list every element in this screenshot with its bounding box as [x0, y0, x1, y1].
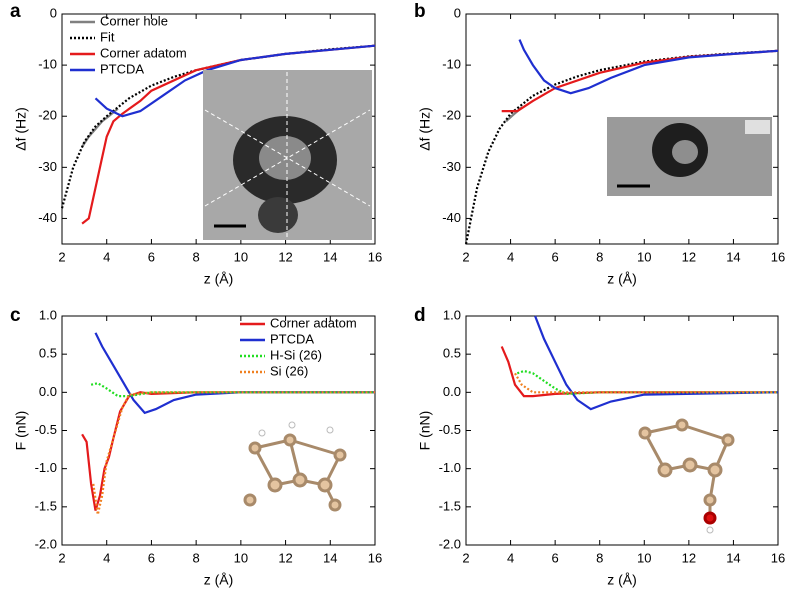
x-tick-label: 8 — [193, 550, 200, 565]
data-line — [500, 346, 778, 398]
data-line — [516, 369, 778, 396]
y-tick-label: -1.5 — [439, 498, 461, 513]
data-line — [81, 391, 375, 511]
y-tick-label: -30 — [442, 159, 461, 174]
x-tick-label: 2 — [462, 249, 469, 264]
x-tick-label: 12 — [278, 249, 292, 264]
x-tick-label: 10 — [234, 249, 248, 264]
y-tick-label: -30 — [38, 159, 57, 174]
x-tick-label: 2 — [58, 550, 65, 565]
cluster-model-c — [243, 421, 347, 512]
x-axis-title: z (Å) — [607, 572, 637, 588]
x-tick-label: 4 — [103, 550, 110, 565]
x-tick-label: 4 — [507, 550, 514, 565]
y-tick-label: 0.5 — [39, 346, 57, 361]
y-tick-label: -20 — [38, 108, 57, 123]
legend-label: Fit — [100, 29, 115, 44]
x-axis-title: z (Å) — [204, 572, 234, 588]
data-line — [464, 49, 779, 245]
legend-label: Si (26) — [270, 363, 308, 378]
x-tick-label: 10 — [234, 550, 248, 565]
x-tick-label: 16 — [368, 550, 382, 565]
y-axis-title: Δf (Hz) — [13, 107, 29, 151]
x-tick-label: 10 — [637, 550, 651, 565]
x-tick-label: 6 — [552, 550, 559, 565]
plot-frame — [465, 13, 779, 245]
x-tick-label: 6 — [552, 249, 559, 264]
plot-frame — [61, 13, 376, 245]
y-tick-label: -1.0 — [35, 460, 57, 475]
y-tick-label: -2.0 — [439, 536, 461, 551]
x-tick-label: 6 — [148, 550, 155, 565]
y-axis-title: F (nN) — [13, 411, 29, 451]
x-tick-label: 4 — [507, 249, 514, 264]
x-tick-label: 16 — [771, 249, 785, 264]
x-tick-label: 12 — [682, 249, 696, 264]
x-tick-label: 16 — [368, 249, 382, 264]
data-line — [94, 332, 375, 415]
panel-letter: a — [10, 1, 21, 22]
x-tick-label: 14 — [726, 249, 740, 264]
panel: d 2 4 6 8 10 12 14 16 1.0 0.5 0.0 -0.5 -1.0 -1.5 -2.0 z … — [414, 305, 785, 588]
afm-inset-b — [607, 117, 772, 196]
panel-letter: b — [414, 1, 426, 22]
legend-label: PTCDA — [270, 331, 314, 346]
data-line — [94, 44, 376, 118]
legend-label: Corner adatom — [100, 45, 187, 60]
y-tick-label: -2.0 — [35, 536, 57, 551]
x-tick-label: 2 — [462, 550, 469, 565]
data-line — [81, 107, 119, 148]
data-line — [518, 39, 779, 95]
y-tick-label: -20 — [442, 108, 461, 123]
x-axis-title: z (Å) — [204, 271, 234, 287]
x-tick-label: 6 — [148, 249, 155, 264]
y-tick-label: 1.0 — [39, 307, 57, 322]
y-tick-label: -40 — [442, 210, 461, 225]
x-tick-label: 2 — [58, 249, 65, 264]
y-axis-title: Δf (Hz) — [417, 107, 433, 151]
y-tick-label: -40 — [38, 210, 57, 225]
x-tick-label: 8 — [596, 550, 603, 565]
y-axis-title: F (nN) — [417, 411, 433, 451]
panel: a 2 4 6 8 10 12 14 16 0 -10 -20 -30 -40 z (Å) Δf (Hz) Co… — [10, 1, 382, 287]
y-tick-label: 1.0 — [443, 307, 461, 322]
x-tick-label: 4 — [103, 249, 110, 264]
legend-label: Corner hole — [100, 13, 168, 28]
y-tick-label: 0 — [454, 5, 461, 20]
panel-letter: d — [414, 305, 426, 326]
y-tick-label: 0.5 — [443, 346, 461, 361]
y-tick-label: -10 — [442, 57, 461, 72]
panel-letter: c — [10, 305, 21, 326]
data-line — [92, 391, 375, 515]
x-tick-label: 16 — [771, 550, 785, 565]
y-tick-label: -1.5 — [35, 498, 57, 513]
y-tick-label: 0 — [50, 5, 57, 20]
afm-inset-a — [203, 70, 372, 240]
y-tick-label: 0.0 — [443, 384, 461, 399]
cluster-model-d — [638, 418, 735, 534]
x-tick-label: 10 — [637, 249, 651, 264]
data-line — [534, 315, 779, 411]
legend-label: PTCDA — [100, 61, 144, 76]
legend-label: Corner adatom — [270, 315, 357, 330]
y-tick-label: -10 — [38, 57, 57, 72]
x-tick-label: 14 — [726, 550, 740, 565]
panel: c 2 4 6 8 10 12 14 16 1.0 0.5 0.0 -0.5 -1.0 -1.5 -2.0 z … — [10, 305, 382, 588]
data-line — [514, 372, 778, 394]
y-tick-label: -0.5 — [35, 422, 57, 437]
y-tick-label: 0.0 — [39, 384, 57, 399]
x-tick-label: 8 — [193, 249, 200, 264]
x-tick-label: 8 — [596, 249, 603, 264]
x-axis-title: z (Å) — [607, 271, 637, 287]
y-tick-label: -1.0 — [439, 460, 461, 475]
panel: b 2 4 6 8 10 12 14 16 0 -10 -20 -30 -40 z (Å) Δf (Hz) — [414, 1, 785, 287]
x-tick-label: 14 — [323, 249, 337, 264]
plot-frame — [465, 315, 779, 546]
legend-label: H-Si (26) — [270, 347, 322, 362]
x-tick-label: 14 — [323, 550, 337, 565]
x-tick-label: 12 — [278, 550, 292, 565]
y-tick-label: -0.5 — [439, 422, 461, 437]
x-tick-label: 12 — [682, 550, 696, 565]
